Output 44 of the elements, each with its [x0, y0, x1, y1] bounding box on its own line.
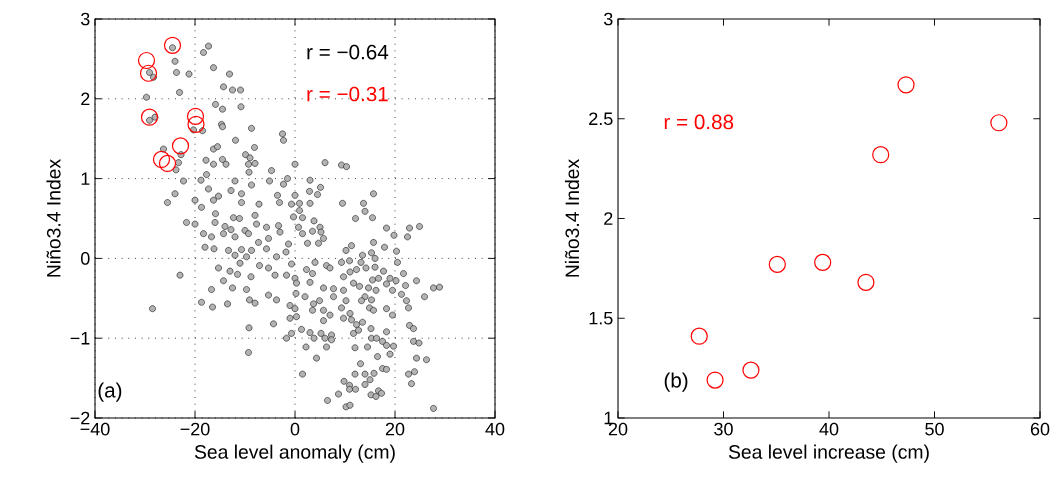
point: [990, 114, 1008, 132]
y-tick-label: 1: [81, 172, 90, 185]
point: [814, 253, 832, 271]
y-axis-title: Niño3.4 Index: [564, 159, 580, 277]
annotation: r = −0.31: [307, 86, 388, 102]
x-tick-label: 40: [485, 422, 505, 436]
point: [690, 327, 708, 345]
point: [768, 255, 786, 273]
x-tick-label: 50: [925, 422, 944, 436]
point: [742, 361, 760, 379]
x-axis-title: Sea level anomaly (cm): [194, 444, 395, 463]
annotation: (b): [664, 372, 688, 392]
y-tick-label: 1.5: [589, 311, 613, 325]
y-tick-label: 2: [604, 212, 613, 225]
x-tick-label: 20: [385, 422, 405, 436]
y-tick-label: 2.5: [589, 112, 613, 126]
point: [897, 76, 915, 94]
y-tick-label: 3: [80, 12, 90, 26]
annotation: r = 0.88: [664, 114, 734, 130]
x-axis-title: Sea level increase (cm): [728, 444, 929, 463]
y-axis-title: Niño3.4 Index: [46, 159, 61, 277]
point: [706, 371, 724, 389]
y-tick-label: 3: [603, 12, 613, 26]
y-tick-label: −1: [70, 332, 90, 345]
point: [171, 137, 190, 155]
point: [152, 150, 171, 169]
point: [158, 154, 177, 173]
point: [140, 108, 159, 126]
point: [187, 115, 205, 133]
y-tick-label: 0: [80, 252, 90, 265]
point: [186, 107, 205, 125]
point: [872, 146, 890, 164]
x-tick-label: 60: [1030, 422, 1050, 436]
x-tick-label: 0: [290, 422, 300, 436]
annotation: (a): [98, 382, 122, 402]
x-tick-label: 30: [714, 422, 733, 436]
point: [163, 36, 182, 54]
annotation: r = −0.64: [307, 44, 389, 60]
y-tick-label: 2: [81, 92, 90, 106]
x-tick-label: −20: [180, 422, 210, 436]
point: [137, 51, 156, 70]
point: [139, 64, 158, 82]
point: [857, 273, 875, 291]
x-tick-label: 40: [819, 422, 839, 436]
